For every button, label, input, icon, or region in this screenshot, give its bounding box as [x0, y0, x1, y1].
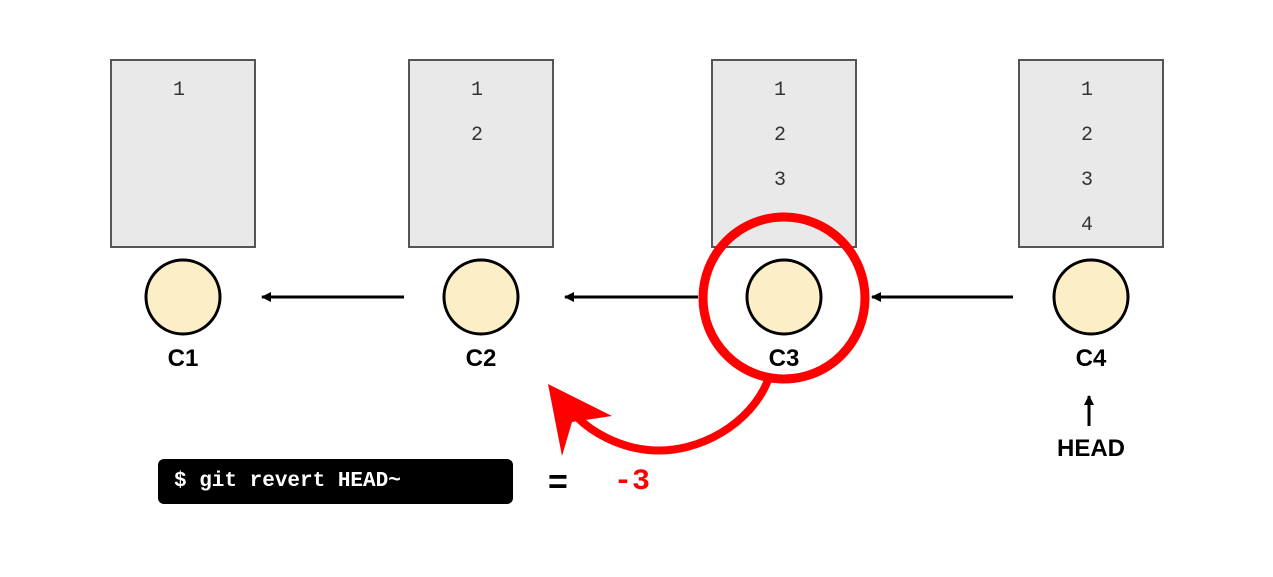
file-line: 1: [173, 79, 185, 102]
file-line: 3: [1081, 169, 1093, 192]
file-line: 2: [1081, 124, 1093, 147]
revert-highlight-ring: [698, 212, 870, 384]
commit-label-c4: C4: [1076, 345, 1107, 372]
file-c4: 1 2 3 4: [1018, 59, 1164, 248]
file-line: 1: [1081, 79, 1093, 102]
file-box: [110, 59, 256, 248]
file-box: [408, 59, 554, 248]
commit-node-c2: [442, 258, 520, 336]
commit-node-c3: [745, 258, 823, 336]
file-line: 2: [471, 124, 483, 147]
file-line: 1: [774, 79, 786, 102]
file-box: [1018, 59, 1164, 248]
file-line: 1: [471, 79, 483, 102]
revert-arrow: [574, 376, 772, 455]
commit-node-c1: [144, 258, 222, 336]
head-label: HEAD: [1057, 435, 1125, 462]
equals-sign: =: [548, 463, 568, 501]
revert-result: -3: [614, 465, 651, 499]
file-c2: 1 2: [408, 59, 554, 248]
commit-label-c3: C3: [769, 345, 800, 372]
revert-arrowhead: [548, 384, 612, 456]
commit-node-c4: [1052, 258, 1130, 336]
commit-label-c1: C1: [168, 345, 199, 372]
file-c1: 1: [110, 59, 256, 248]
file-line: 4: [1081, 214, 1093, 237]
git-command: $ git revert HEAD~: [158, 459, 513, 504]
commit-label-c2: C2: [466, 345, 497, 372]
file-line: 3: [774, 169, 786, 192]
file-line: 2: [774, 124, 786, 147]
